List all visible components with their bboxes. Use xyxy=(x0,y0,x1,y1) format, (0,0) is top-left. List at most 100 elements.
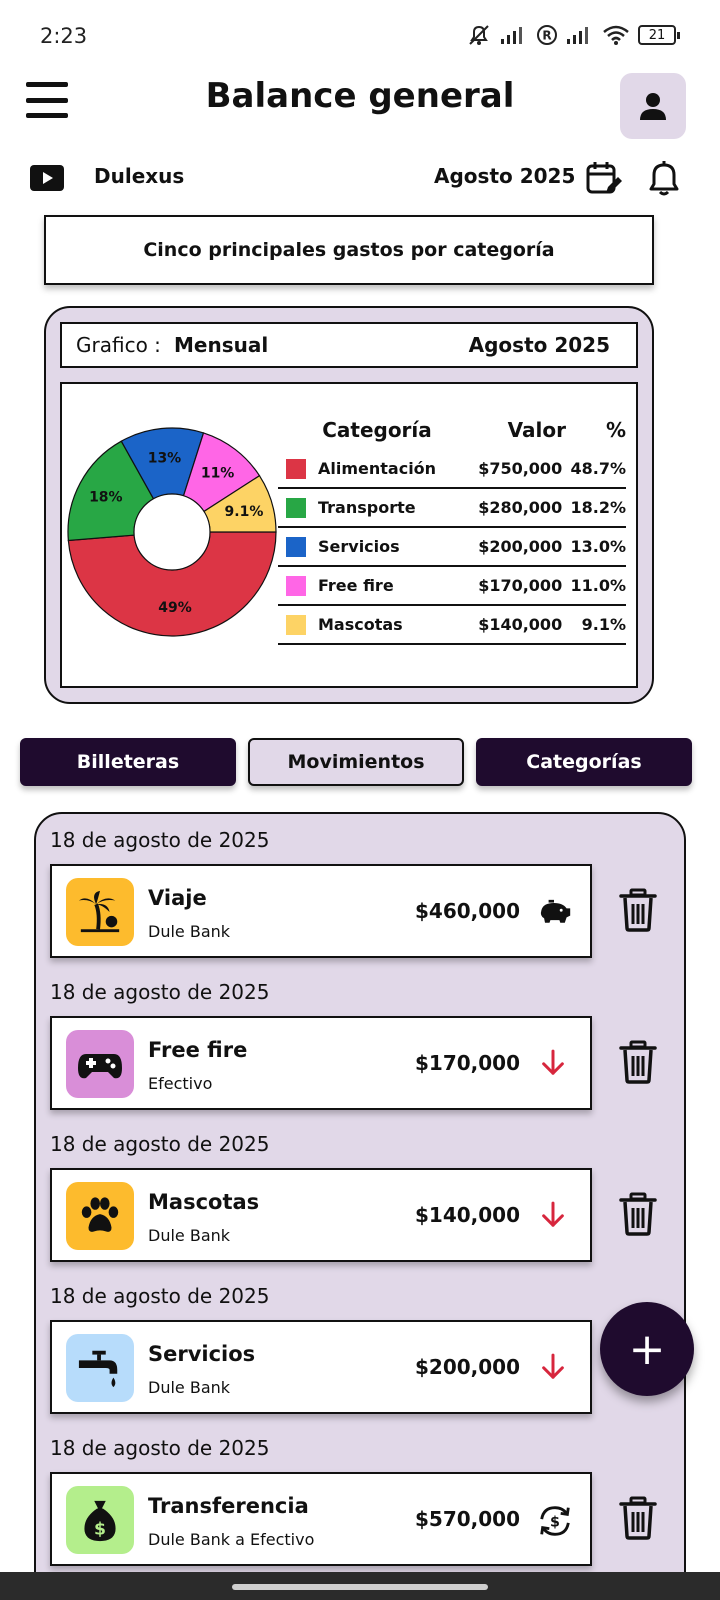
transaction-wallet: Efectivo xyxy=(148,1074,213,1093)
transaction-wallet: Dule Bank a Efectivo xyxy=(148,1530,315,1549)
legend-percent: 9.1% xyxy=(581,615,626,634)
legend-value: $170,000 xyxy=(478,576,563,595)
trash-icon[interactable] xyxy=(618,1496,658,1540)
home-handle[interactable] xyxy=(232,1584,488,1590)
tab-categories[interactable]: Categorías xyxy=(476,738,692,786)
trash-icon[interactable] xyxy=(618,1040,658,1084)
transaction-amount: $140,000 xyxy=(414,1203,520,1227)
legend-percent: 13.0% xyxy=(570,537,626,556)
chart-period[interactable]: Agosto 2025 xyxy=(468,333,610,357)
status-icons: R 21 xyxy=(466,24,680,46)
down-arrow-icon xyxy=(536,1350,574,1388)
transaction-card[interactable]: Free fire Efectivo $170,000 xyxy=(50,1016,592,1110)
transaction-date: 18 de agosto de 2025 xyxy=(50,828,270,852)
mute-icon xyxy=(469,25,489,45)
chart-legend: Categoría Valor % Alimentación $750,000 48… xyxy=(278,410,626,645)
gamepad-icon xyxy=(66,1030,134,1098)
calendar-edit-icon[interactable] xyxy=(584,159,622,197)
transaction-title: Mascotas xyxy=(148,1190,260,1214)
down-arrow-icon xyxy=(536,1198,574,1236)
transaction-card[interactable]: Mascotas Dule Bank $140,000 xyxy=(50,1168,592,1262)
channel-name[interactable]: Dulexus xyxy=(94,164,185,188)
battery-icon: 21 xyxy=(638,25,680,45)
legend-percent: 48.7% xyxy=(570,459,626,478)
legend-value: $750,000 xyxy=(478,459,563,478)
add-transaction-button[interactable]: + xyxy=(600,1302,694,1396)
svg-text:R: R xyxy=(542,29,551,43)
legend-row: Mascotas $140,000 9.1% xyxy=(278,606,626,645)
piggy-bank-icon xyxy=(536,894,574,932)
transaction-card[interactable]: $ Transferencia Dule Bank a Efectivo $570,0… xyxy=(50,1472,592,1566)
svg-text:$: $ xyxy=(94,1519,106,1539)
status-time: 2:23 xyxy=(40,24,88,48)
transfer-icon: $ xyxy=(536,1502,574,1540)
transaction-title: Transferencia xyxy=(148,1494,309,1518)
faucet-icon xyxy=(66,1334,134,1402)
transactions-panel[interactable]: 18 de agosto de 2025 Viaje Dule Bank $460,0… xyxy=(34,812,686,1600)
transaction-wallet: Dule Bank xyxy=(148,1378,231,1397)
legend-percent: 18.2% xyxy=(570,498,626,517)
transaction-date: 18 de agosto de 2025 xyxy=(50,1132,270,1156)
sub-header: Dulexus Agosto 2025 xyxy=(0,155,720,201)
legend-percent: 11.0% xyxy=(570,576,626,595)
legend-rows: Alimentación $750,000 48.7% Transporte $280,… xyxy=(278,450,626,645)
donut-hole xyxy=(133,493,211,571)
legend-value: $200,000 xyxy=(478,537,563,556)
transaction-card[interactable]: Viaje Dule Bank $460,000 xyxy=(50,864,592,958)
legend-header-category: Categoría xyxy=(322,418,432,442)
wifi-icon xyxy=(603,25,629,45)
legend-row: Free fire $170,000 11.0% xyxy=(278,567,626,606)
chart-label: Grafico : xyxy=(76,333,161,357)
trash-icon[interactable] xyxy=(618,1192,658,1236)
transaction-title: Viaje xyxy=(148,886,207,910)
money-bag-icon: $ xyxy=(66,1486,134,1554)
registered-icon: R xyxy=(537,25,557,45)
legend-swatch xyxy=(286,458,306,479)
pie-slice-label: 9.1% xyxy=(225,504,264,520)
transaction-date: 18 de agosto de 2025 xyxy=(50,1284,270,1308)
profile-button[interactable] xyxy=(620,73,686,139)
transaction-title: Servicios xyxy=(148,1342,256,1366)
chart-mode[interactable]: Mensual xyxy=(174,333,269,357)
transaction-card[interactable]: Servicios Dule Bank $200,000 xyxy=(50,1320,592,1414)
legend-swatch xyxy=(286,575,306,596)
tab-movements[interactable]: Movimientos xyxy=(248,738,464,786)
play-icon[interactable] xyxy=(30,165,64,191)
legend-header-percent: % xyxy=(605,418,626,442)
pie-slice-label: 18% xyxy=(89,490,123,506)
legend-category: Transporte xyxy=(318,498,416,517)
tab-bar: Billeteras Movimientos Categorías xyxy=(20,738,700,786)
legend-swatch xyxy=(286,536,306,557)
chart-card: Grafico : Mensual Agosto 2025 49% 18% 13% 1… xyxy=(44,306,654,704)
legend-category: Mascotas xyxy=(318,615,403,634)
pie-slice-label: 49% xyxy=(158,600,192,616)
legend-value: $140,000 xyxy=(478,615,563,634)
legend-row: Alimentación $750,000 48.7% xyxy=(278,450,626,489)
transaction-date: 18 de agosto de 2025 xyxy=(50,1436,270,1460)
signal-icon-2 xyxy=(567,27,588,44)
status-bar: 2:23 R 21 xyxy=(0,0,720,70)
legend-swatch xyxy=(286,614,306,635)
legend-header-value: Valor xyxy=(507,418,566,442)
chart-header: Grafico : Mensual Agosto 2025 xyxy=(60,322,638,368)
legend-header: Categoría Valor % xyxy=(278,410,626,450)
down-arrow-icon xyxy=(536,1046,574,1084)
trash-icon[interactable] xyxy=(618,888,658,932)
legend-row: Servicios $200,000 13.0% xyxy=(278,528,626,567)
transaction-title: Free fire xyxy=(148,1038,248,1062)
user-icon xyxy=(640,93,666,120)
chart-box: 49% 18% 13% 11% 9.1% Categoría Valor % Alime… xyxy=(60,382,638,688)
system-nav-bar xyxy=(0,1572,720,1600)
top-expenses-title: Cinco principales gastos por categoría xyxy=(44,215,654,285)
legend-category: Free fire xyxy=(318,576,394,595)
bell-icon[interactable] xyxy=(646,159,682,197)
palm-tree-icon xyxy=(66,878,134,946)
menu-icon[interactable] xyxy=(26,82,68,118)
transaction-date: 18 de agosto de 2025 xyxy=(50,980,270,1004)
legend-swatch xyxy=(286,497,306,518)
page-title: Balance general xyxy=(205,76,515,116)
donut-chart: 49% 18% 13% 11% 9.1% xyxy=(67,427,277,637)
legend-category: Alimentación xyxy=(318,459,437,478)
paw-icon xyxy=(66,1182,134,1250)
tab-wallets[interactable]: Billeteras xyxy=(20,738,236,786)
